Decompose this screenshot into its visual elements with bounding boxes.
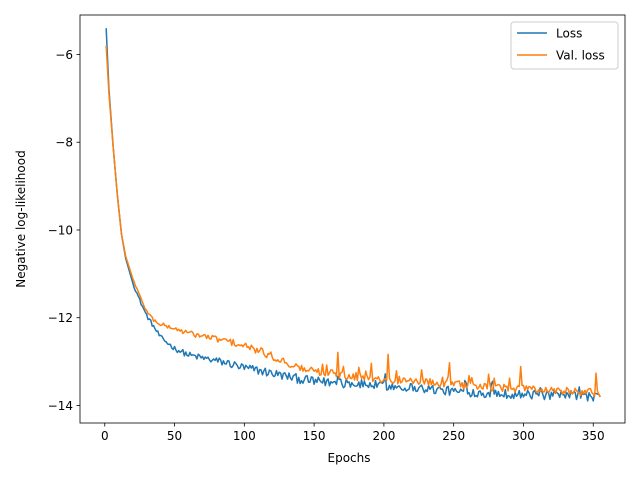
x-tick-label: 350	[582, 429, 605, 443]
x-tick-label: 0	[101, 429, 109, 443]
x-tick-label: 200	[372, 429, 395, 443]
y-axis-label: Negative log-likelihood	[14, 150, 28, 287]
legend-label-val-loss: Val. loss	[556, 49, 605, 63]
x-tick-label: 100	[233, 429, 256, 443]
plot-area	[80, 15, 625, 423]
x-tick-label: 250	[442, 429, 465, 443]
series-line-loss	[105, 28, 601, 402]
y-axis-ticks: −14 −12 −10 −8 −6	[48, 48, 80, 413]
y-tick-label: −8	[55, 136, 73, 150]
x-tick-label: 50	[167, 429, 182, 443]
x-axis-label: Epochs	[328, 451, 371, 465]
series-line-val-loss	[105, 45, 601, 398]
y-tick-label: −14	[48, 399, 73, 413]
legend-label-loss: Loss	[556, 27, 582, 41]
x-tick-label: 150	[303, 429, 326, 443]
legend: Loss Val. loss	[510, 21, 619, 70]
y-tick-label: −10	[48, 223, 73, 237]
y-tick-label: −6	[55, 48, 73, 62]
series-layer	[105, 28, 601, 402]
x-tick-label: 300	[512, 429, 535, 443]
axes-frame	[79, 14, 626, 424]
y-tick-label: −12	[48, 311, 73, 325]
x-axis-ticks: 0 50 100 150 200 250 300 350	[101, 423, 605, 443]
